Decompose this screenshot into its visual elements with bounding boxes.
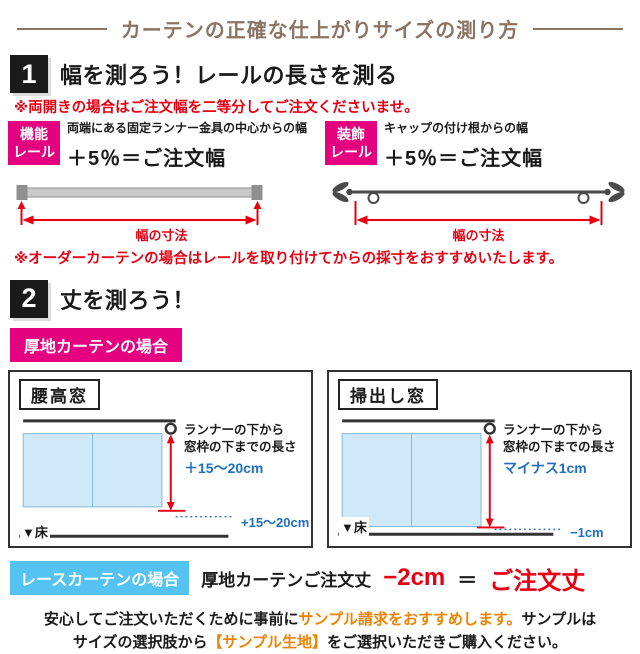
curtain-ring-right-icon — [577, 191, 590, 204]
functional-rail-measure-label: 幅の寸法 — [135, 227, 188, 243]
floor-window-floor-label: ▼床 — [339, 516, 369, 536]
title-decor-line-left — [16, 27, 107, 30]
functional-rail-description: 両端にある固定ランナー金具の中心からの幅 — [67, 121, 308, 135]
functional-rail-formula: ＋5％＝ご注文幅 — [67, 147, 227, 170]
curtain-measure-guide: カーテンの正確な仕上がりサイズの測り方 1 幅を測ろう！レールの長さを測る ※両… — [8, 14, 632, 651]
section2-head: 2 丈を測ろう！ — [10, 279, 632, 318]
waist-window-annotation: +15～20cm — [241, 514, 310, 530]
rail-end-cap-left — [16, 184, 28, 200]
lace-formula-base: 厚地カーテンご注文丈 — [201, 570, 372, 590]
section-width: 1 幅を測ろう！レールの長さを測る ※両開きの場合はご注文幅を二等分してご注文く… — [8, 55, 632, 268]
waist-window-box: 腰高窓 ランナーの下から 窓枠の下までの長さ ＋15～20cm +15～20cm… — [8, 369, 313, 548]
measure-pins — [17, 200, 262, 209]
title-decor-line-right — [533, 27, 624, 30]
window-diagrams: 腰高窓 ランナーの下から 窓枠の下までの長さ ＋15～20cm +15～20cm… — [8, 369, 632, 548]
sample-fabric-highlight: 【サンプル生地】 — [207, 633, 328, 651]
decorative-rail-diagram: 幅の寸法 — [325, 179, 632, 244]
page-header: カーテンの正確な仕上がりサイズの測り方 — [8, 14, 632, 43]
decorative-rail-drawing — [332, 181, 625, 225]
section2-heading: 丈を測ろう！ — [60, 287, 196, 313]
floor-window-drawing — [338, 419, 564, 536]
functional-rail-tag: 機能 レール — [8, 121, 60, 166]
finial-left-icon — [332, 181, 353, 202]
measure-extension-lines — [20, 204, 259, 225]
decorative-rail-tag: 装飾 レール — [325, 121, 377, 166]
floor-window-description: ランナーの下から 窓枠の下までの長さ マイナス1cm — [503, 422, 616, 479]
functional-rail-drawing — [16, 184, 263, 225]
lace-curtain-label: レースカーテンの場合 — [10, 561, 190, 596]
runner-icon — [164, 422, 177, 435]
section2-number-badge: 2 — [10, 279, 48, 318]
section1-head: 1 幅を測ろう！レールの長さを測る — [10, 55, 632, 93]
section1-heading: 幅を測ろう！レールの長さを測る — [60, 63, 398, 88]
section1-number-badge: 1 — [10, 55, 48, 93]
decorative-rail-measure-label: 幅の寸法 — [452, 227, 505, 243]
functional-rail-diagram: 幅の寸法 — [8, 179, 315, 244]
decorative-rail-block: 装飾 レール キャップの付け根からの幅 ＋5％＝ご注文幅 — [325, 121, 632, 244]
lace-formula-minus: −2cm — [383, 564, 446, 592]
page-title: カーテンの正確な仕上がりサイズの測り方 — [120, 20, 520, 42]
finial-right-icon — [604, 181, 625, 202]
floor-window-adjustment: マイナス1cm — [503, 459, 587, 476]
section1-note-top: ※両開きの場合はご注文幅を二等分してご注文くださいませ。 — [14, 100, 419, 116]
rail-bar — [24, 187, 255, 198]
floor-window-title: 掃出し窓 — [338, 378, 438, 410]
thick-curtain-label: 厚地カーテンの場合 — [10, 327, 183, 362]
rail-end-cap-right — [251, 184, 263, 200]
decorative-rail-formula: ＋5％＝ご注文幅 — [384, 147, 544, 170]
measure-extension-lines — [354, 200, 603, 225]
section-height: 2 丈を測ろう！ 厚地カーテンの場合 — [8, 279, 632, 654]
lace-formula-equals: ＝ — [457, 569, 478, 592]
decorative-rail-description: キャップの付け根からの幅 — [384, 121, 529, 135]
waist-window-drawing — [19, 419, 235, 538]
lace-formula-result: ご注文丈 — [489, 567, 586, 595]
waist-window-title: 腰高窓 — [19, 378, 100, 410]
runner-icon — [483, 422, 496, 435]
waist-window-floor-label: ▼床 — [20, 521, 50, 541]
sample-request-highlight: サンプル請求をおすすめします。 — [298, 610, 522, 628]
functional-rail-block: 機能 レール 両端にある固定ランナー金具の中心からの幅 ＋5％＝ご注文幅 — [8, 121, 315, 244]
waist-window-adjustment: ＋15～20cm — [184, 459, 264, 476]
rail-columns: 機能 レール 両端にある固定ランナー金具の中心からの幅 ＋5％＝ご注文幅 — [8, 121, 632, 244]
floor-window-annotation: −1cm — [570, 524, 604, 540]
waist-window-description: ランナーの下から 窓枠の下までの長さ ＋15～20cm — [184, 422, 297, 479]
floor-window-box: 掃出し窓 ランナーの下から 窓枠の下までの長さ マイナス1cm −1cm ▼床 — [327, 369, 632, 548]
section1-note-bottom: ※オーダーカーテンの場合はレールを取り付けてからの採寸をおすすめいたします。 — [14, 250, 564, 267]
curtain-ring-left-icon — [367, 191, 380, 204]
sample-request-note: 安心してご注文いただくために事前にサンプル請求をおすすめします。サンプルは サイ… — [43, 610, 597, 651]
lace-curtain-row: レースカーテンの場合 厚地カーテンご注文丈 −2cm ＝ ご注文丈 — [10, 561, 632, 596]
